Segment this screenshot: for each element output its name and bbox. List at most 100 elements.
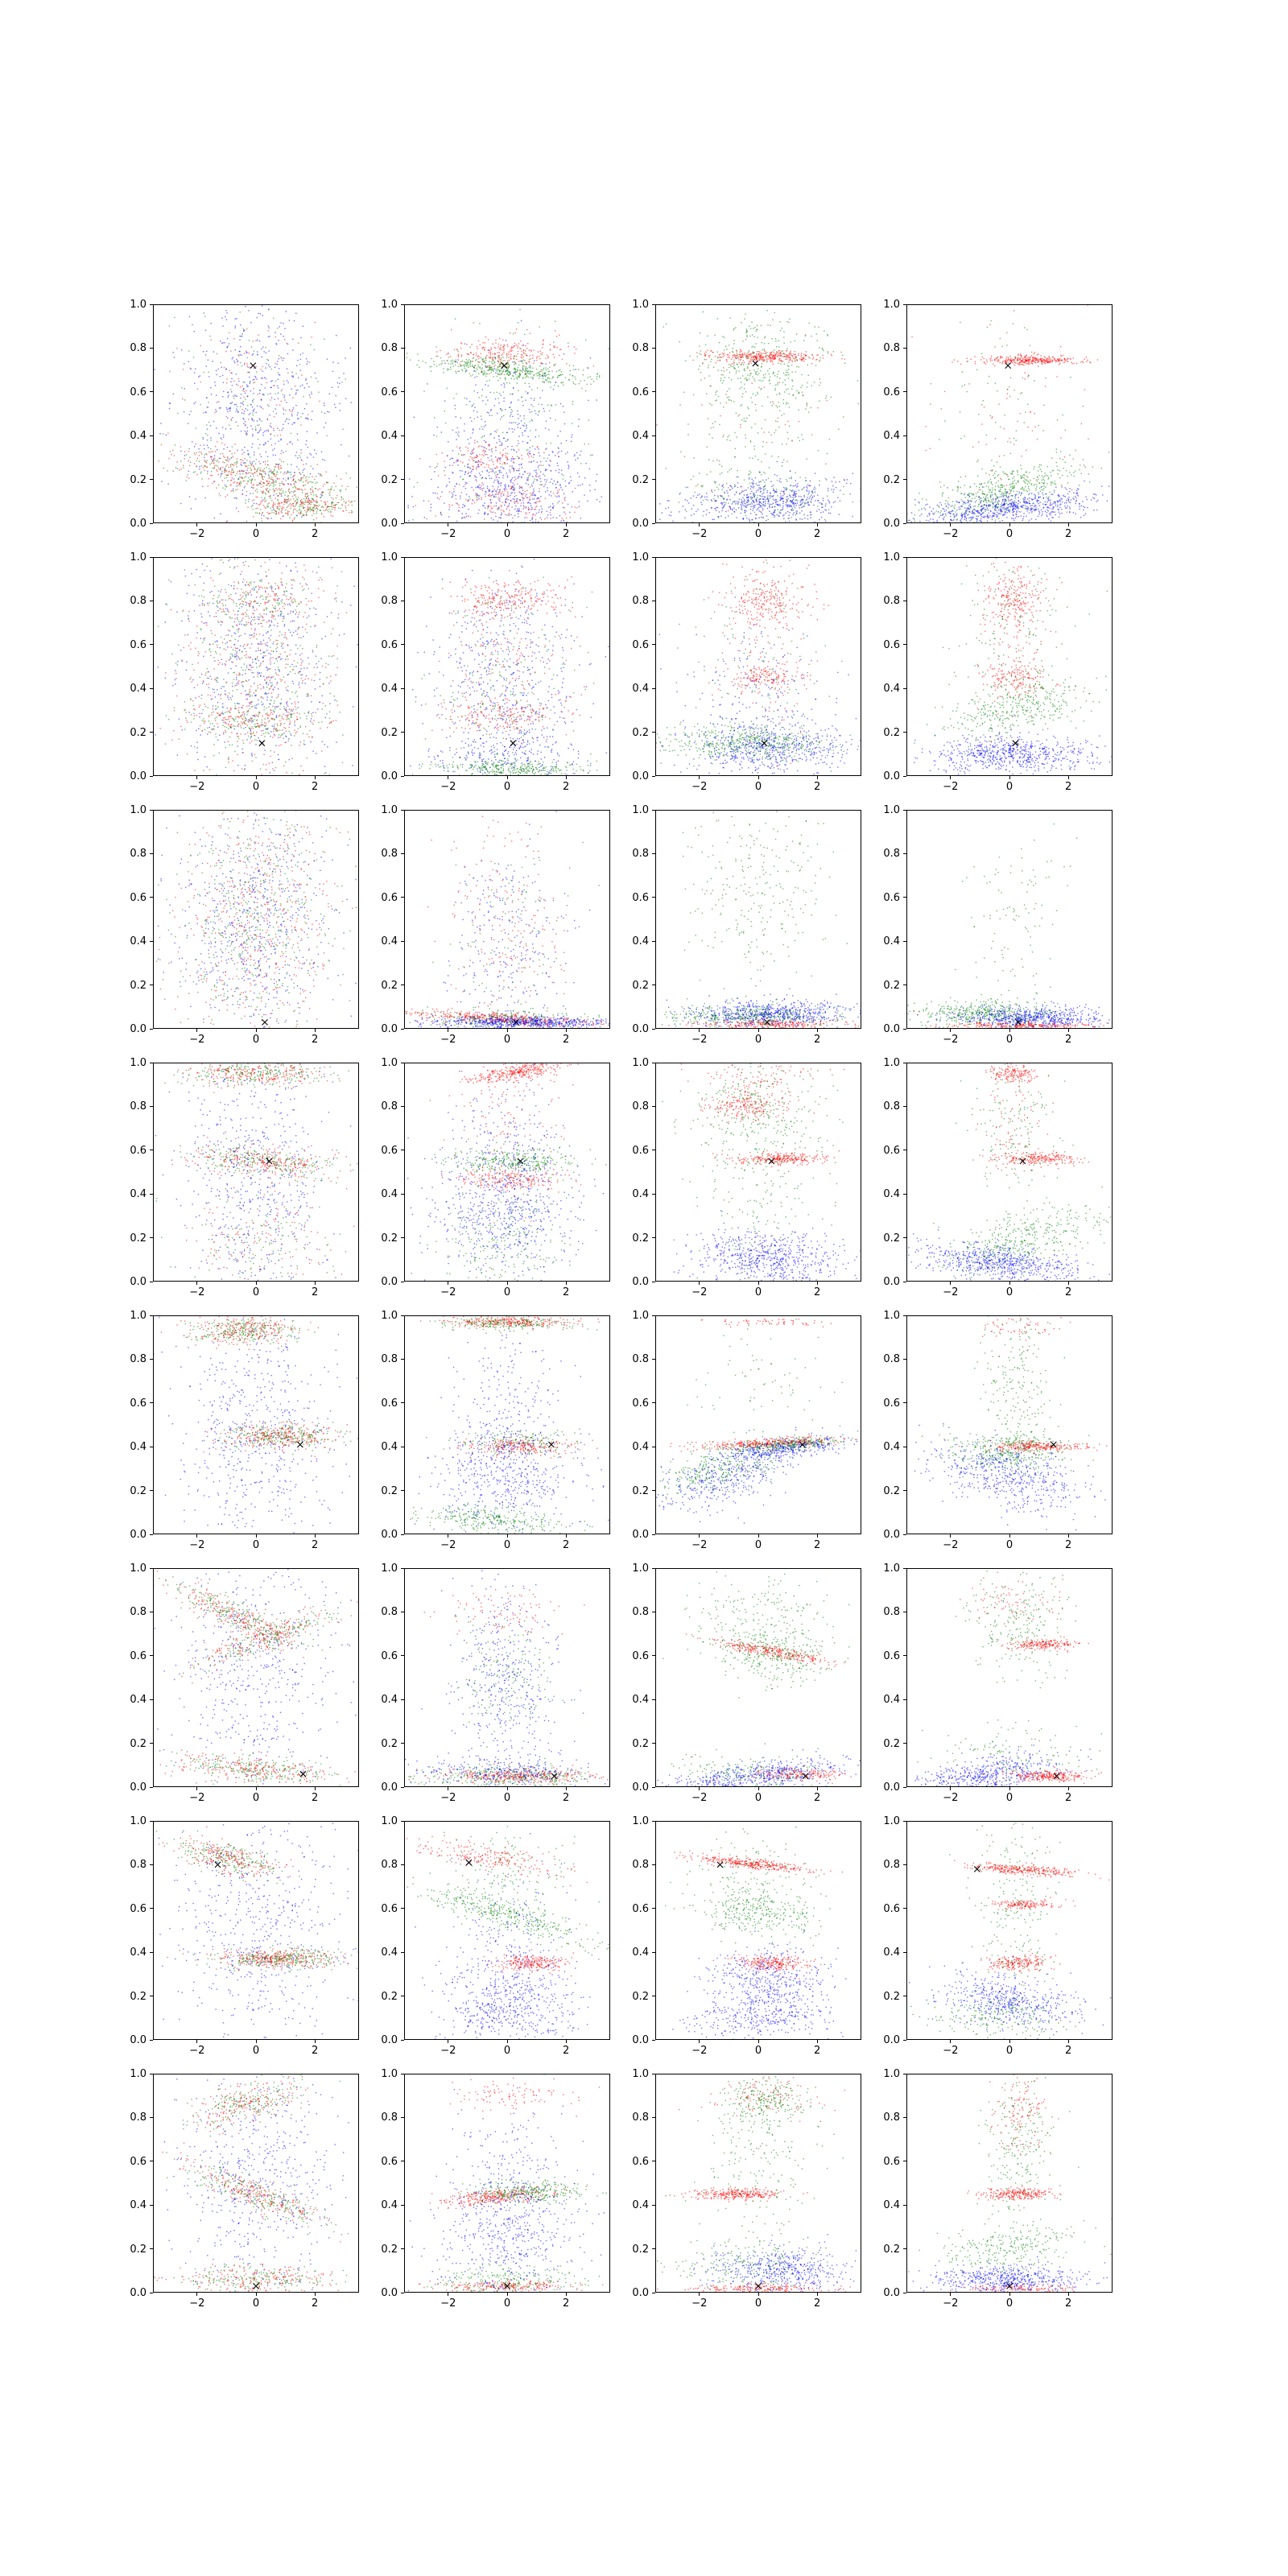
y-tick [903,1951,906,1953]
y-tick-label: 0.8 [130,1353,147,1366]
x-tick [506,2293,508,2296]
x-tick [565,1282,567,1285]
scatter-canvas-r1c4 [906,304,1113,523]
y-tick-label: 0.6 [130,386,147,398]
scatter-canvas-r5c2 [404,1315,610,1534]
y-tick [652,687,655,689]
y-tick-label: 0.4 [883,1694,900,1707]
y-tick [903,522,906,524]
y-tick-label: 0.8 [632,595,649,608]
y-tick-label: 1.0 [883,804,900,816]
y-tick-label: 1.0 [381,299,398,311]
x-tick-label: 2 [814,528,821,540]
y-tick-label: 0.2 [883,1484,900,1497]
x-tick [758,523,759,526]
x-tick-label: 0 [503,528,511,540]
y-tick-label: 0.0 [883,1276,900,1288]
y-tick-label: 1.0 [632,1815,649,1827]
x-tick [506,776,508,779]
y-tick-label: 0.6 [632,386,649,398]
y-tick [150,897,153,898]
x-tick [255,523,257,526]
x-tick [314,523,316,526]
y-tick-label: 0.0 [130,1781,147,1794]
x-tick [816,1534,818,1538]
y-tick [150,1655,153,1657]
y-tick [652,1402,655,1404]
y-tick [903,1193,906,1195]
x-tick-label: 2 [1065,781,1072,793]
y-tick [652,1193,655,1195]
y-tick [652,732,655,733]
y-tick-label: 0.0 [632,1023,649,1035]
y-tick-label: 1.0 [632,299,649,311]
y-tick-label: 0.2 [883,1737,900,1750]
y-tick [652,347,655,349]
y-tick-label: 0.4 [883,935,900,948]
scatter-canvas-r6c3 [655,1568,861,1787]
scatter-canvas-r4c3 [655,1063,861,1282]
x-tick [314,2040,316,2043]
y-tick-label: 1.0 [381,1563,398,1575]
y-tick-label: 0.8 [381,2112,398,2124]
y-tick [150,1864,153,1865]
y-tick [401,479,404,481]
x-tick-label: 0 [503,1539,511,1551]
y-tick-label: 0.2 [632,1232,649,1245]
x-tick [1009,1534,1010,1538]
y-tick [150,479,153,481]
subplot-r3c1: −2 0 2 0.0 0.2 0.4 0.6 0.8 1.0 [130,805,359,1045]
y-tick [401,1864,404,1865]
x-tick-label: −2 [943,1286,959,1298]
x-tick-label: −2 [189,528,205,540]
scatter-canvas-r6c1 [153,1568,359,1787]
y-tick-label: 0.4 [381,935,398,948]
y-tick-label: 0.8 [883,595,900,608]
y-tick [652,852,655,854]
subplot-r4c4: −2 0 2 0.0 0.2 0.4 0.6 0.8 1.0 [883,1058,1113,1298]
y-tick-label: 0.8 [381,1353,398,1366]
y-tick [903,1743,906,1744]
y-tick [401,897,404,898]
x-tick [506,1282,508,1285]
x-tick-label: 0 [252,1539,260,1551]
y-tick [150,303,153,305]
y-tick [150,1028,153,1030]
subplot-r8c3: −2 0 2 0.0 0.2 0.4 0.6 0.8 1.0 [632,2069,861,2309]
x-tick [506,523,508,526]
y-tick [150,347,153,349]
y-tick [903,479,906,481]
y-tick [652,2116,655,2118]
x-tick-label: 2 [814,1792,821,1804]
y-tick [401,1402,404,1404]
y-tick [401,1237,404,1239]
y-tick-label: 0.8 [883,1353,900,1366]
y-tick-label: 0.4 [632,935,649,948]
scatter-canvas-r8c4 [906,2074,1113,2293]
x-tick [314,1787,316,1790]
x-tick-label: 0 [1005,1792,1013,1804]
y-tick-label: 0.0 [632,518,649,530]
x-tick-label: 0 [503,1286,511,1298]
x-tick-label: −2 [440,2297,456,2310]
y-tick [903,1237,906,1239]
y-tick-label: 0.6 [883,386,900,398]
y-tick [652,2204,655,2206]
y-tick-label: 0.2 [381,1737,398,1750]
x-tick [758,1029,759,1032]
y-tick [150,1237,153,1239]
y-tick [401,1105,404,1107]
x-tick-label: 2 [814,2045,821,2057]
y-tick-label: 0.0 [130,1529,147,1541]
y-tick-label: 0.6 [381,1902,398,1915]
y-tick [401,809,404,811]
y-tick [903,2039,906,2041]
y-tick-label: 0.8 [632,342,649,355]
y-tick-label: 1.0 [883,1563,900,1575]
subplot-r1c4: −2 0 2 0.0 0.2 0.4 0.6 0.8 1.0 [883,299,1113,539]
x-tick-label: 2 [563,781,570,793]
y-tick-label: 0.2 [632,726,649,739]
y-tick-label: 0.0 [632,1529,649,1541]
subplot-r6c2: −2 0 2 0.0 0.2 0.4 0.6 0.8 1.0 [381,1563,610,1803]
y-tick [401,775,404,777]
